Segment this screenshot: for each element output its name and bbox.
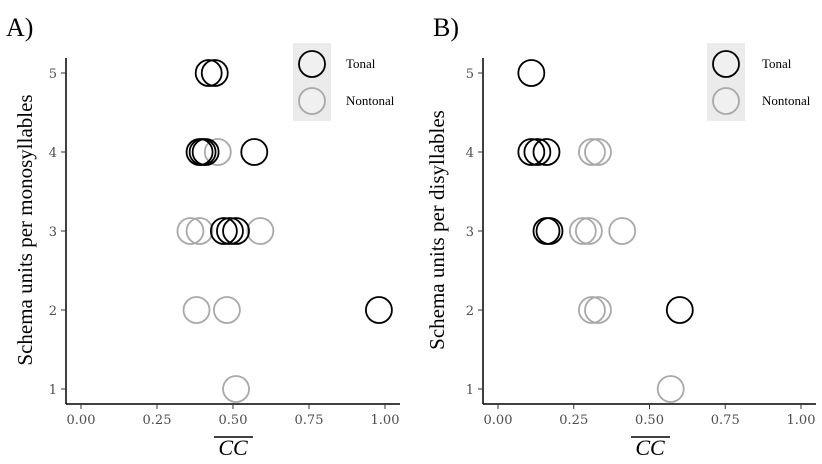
panel-b-y-tick-label: 1 bbox=[466, 383, 474, 398]
panel-a: A) Schema units per monosyllables CC Ton… bbox=[6, 13, 400, 460]
panel-a-x-tick-label: 1.00 bbox=[371, 413, 400, 428]
panel-b-plot-area: 0.00 0.25 0.50 0.75 1.00 1 2 3 4 5 bbox=[466, 58, 816, 428]
panel-b-y-tick-label: 5 bbox=[466, 67, 474, 82]
panel-a-tonal-point bbox=[200, 59, 229, 87]
panel-b-tonal-point bbox=[517, 138, 546, 166]
panel-a-nontonal-point bbox=[222, 375, 250, 403]
panel-b-nontonal-point bbox=[584, 296, 612, 324]
panel-b-nontonal-point bbox=[568, 217, 597, 245]
panel-a-plot-area: 0.00 0.25 0.50 0.75 1.00 1 2 3 4 5 bbox=[49, 58, 400, 428]
panel-a-tonal-point bbox=[222, 217, 250, 245]
panel-a-x-tick-label: 0.50 bbox=[219, 413, 248, 428]
panel-b-legend-nontonal-label: Nontonal bbox=[762, 93, 811, 108]
panel-b-x-tick-label: 0.75 bbox=[711, 413, 740, 428]
panel-a-legend-tonal-swatch bbox=[298, 50, 326, 78]
panel-b-nontonal-point bbox=[656, 375, 685, 403]
panel-a-nontonal-point bbox=[203, 138, 232, 166]
panel-a-x-axis-label: CC bbox=[218, 435, 248, 460]
panel-b-legend-tonal-label: Tonal bbox=[762, 56, 792, 71]
panel-b: B) Schema units per disyllables CC Tonal… bbox=[425, 13, 816, 460]
panel-a-y-tick-label: 2 bbox=[49, 304, 57, 319]
panel-b-y-tick-label: 4 bbox=[466, 146, 474, 161]
panel-a-tonal-point bbox=[216, 217, 244, 245]
panel-b-tonal-point bbox=[517, 59, 546, 87]
panel-a-nontonal-point bbox=[182, 296, 211, 324]
panel-a-y-tick-label: 1 bbox=[49, 383, 57, 398]
panel-b-x-axis-title: CC bbox=[631, 435, 670, 460]
panel-a-tonal-point bbox=[191, 138, 220, 166]
panel-b-legend-nontonal-swatch bbox=[712, 87, 740, 115]
panel-b-x-tick-label: 0.00 bbox=[484, 413, 513, 428]
panel-a-nontonal-point bbox=[213, 296, 241, 324]
panel-a-tonal-point bbox=[194, 59, 223, 87]
panel-b-nontonal-point bbox=[608, 217, 637, 245]
panel-a-x-axis-title: CC bbox=[214, 435, 253, 460]
panel-a-y-tick-label: 5 bbox=[49, 67, 57, 82]
panel-b-nontonal-point bbox=[584, 138, 612, 166]
panel-a-tonal-point bbox=[240, 138, 269, 166]
panel-b-x-tick-label: 0.50 bbox=[635, 413, 664, 428]
panel-b-tonal-point bbox=[523, 138, 552, 166]
panel-a-letter: A) bbox=[6, 13, 33, 42]
panel-b-nontonal-point bbox=[578, 296, 606, 324]
panel-b-letter: B) bbox=[433, 13, 459, 42]
panel-a-nontonal-point bbox=[185, 217, 214, 245]
panel-b-x-tick-label: 0.25 bbox=[559, 413, 588, 428]
panel-b-x-tick-label: 1.00 bbox=[787, 413, 816, 428]
panel-b-nontonal-point bbox=[578, 138, 606, 166]
panel-b-y-tick-label: 2 bbox=[466, 304, 474, 319]
panel-a-legend: Tonal Nontonal bbox=[293, 43, 395, 121]
panel-a-legend-nontonal-label: Nontonal bbox=[346, 93, 395, 108]
panel-a-legend-tonal-label: Tonal bbox=[346, 56, 376, 71]
panel-a-x-tick-label: 0.00 bbox=[67, 413, 96, 428]
panel-a-legend-nontonal-swatch bbox=[298, 87, 326, 115]
panel-b-nontonal-point bbox=[575, 217, 603, 245]
panel-a-y-axis-label: Schema units per monosyllables bbox=[13, 94, 37, 365]
panel-a-x-tick-label: 0.25 bbox=[143, 413, 172, 428]
panel-a-tonal-point bbox=[209, 217, 238, 245]
panel-b-tonal-point bbox=[665, 296, 694, 324]
panel-a-y-tick-label: 3 bbox=[49, 225, 57, 240]
panel-b-y-axis-label: Schema units per disyllables bbox=[425, 110, 449, 350]
panel-b-y-tick-label: 3 bbox=[466, 225, 474, 240]
panel-a-y-tick-label: 4 bbox=[49, 146, 57, 161]
panel-b-tonal-point bbox=[532, 138, 561, 166]
panel-b-legend: Tonal Nontonal bbox=[707, 43, 811, 121]
panel-a-tonal-point bbox=[365, 296, 393, 324]
panel-a-nontonal-point bbox=[246, 217, 275, 245]
panel-a-nontonal-point bbox=[176, 217, 205, 245]
panel-b-legend-tonal-swatch bbox=[712, 50, 740, 78]
panel-b-x-axis-label: CC bbox=[635, 435, 665, 460]
panel-b-tonal-point bbox=[535, 217, 564, 245]
panel-a-x-tick-label: 0.75 bbox=[295, 413, 324, 428]
